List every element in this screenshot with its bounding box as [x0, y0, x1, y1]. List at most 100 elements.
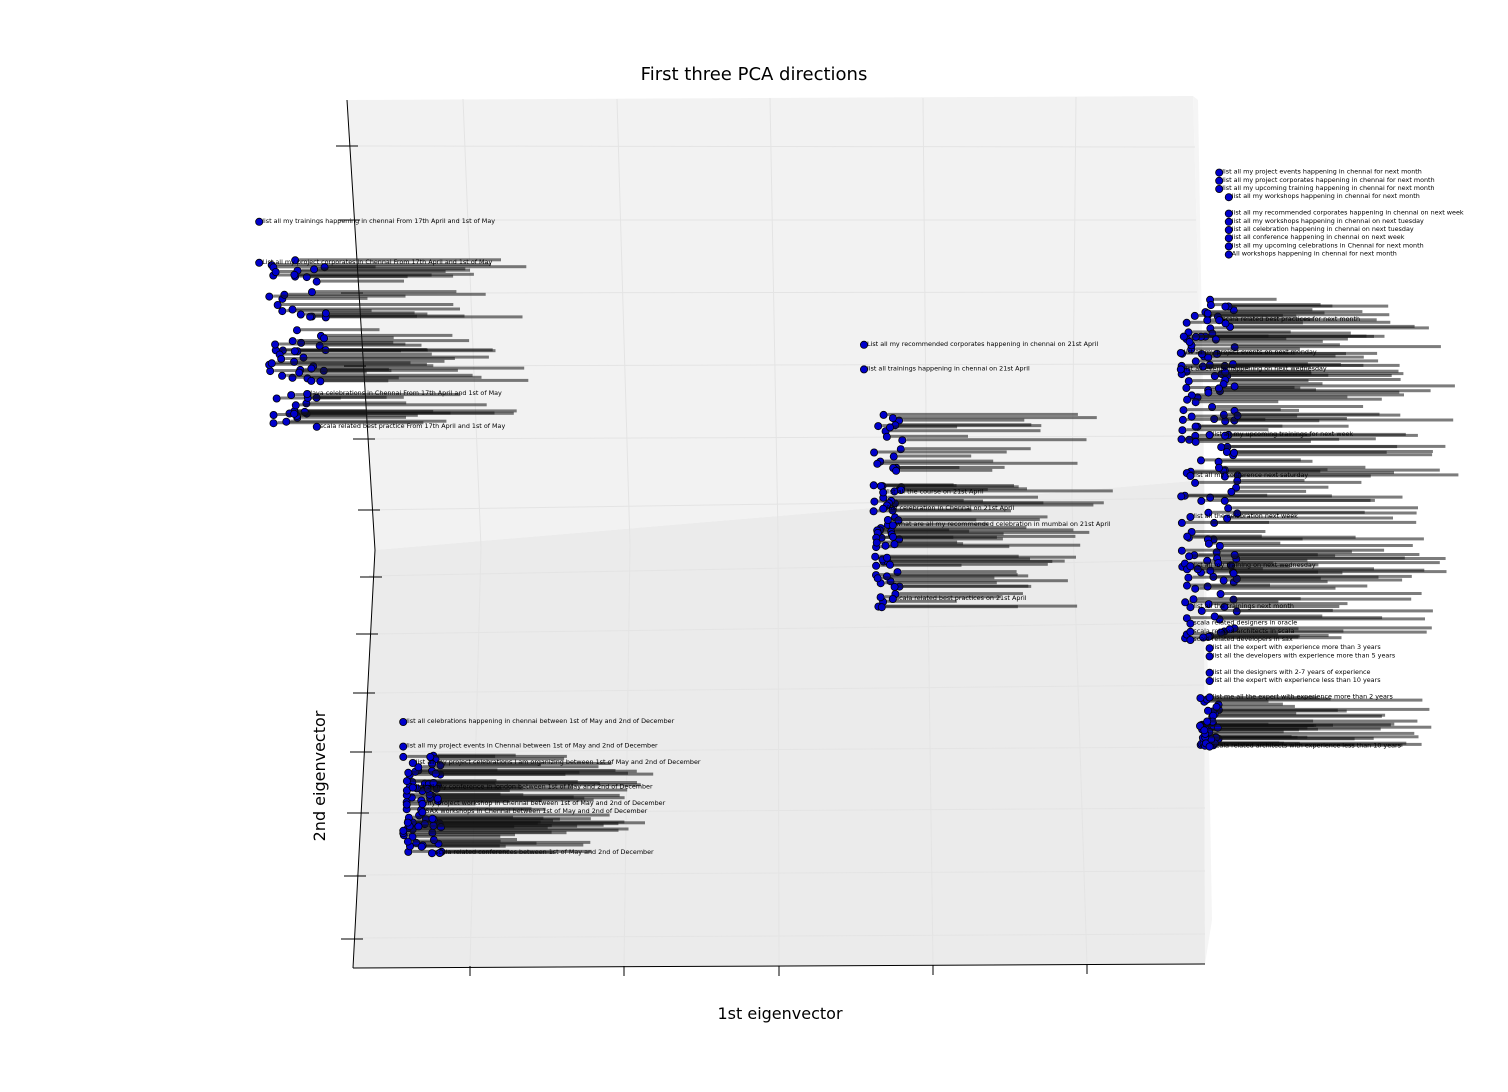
point-label: scala related best practice From 17th Ap…	[320, 422, 506, 430]
cluster-label-mass	[891, 560, 1053, 563]
data-point	[1205, 652, 1214, 661]
point-label: SAX workshops in Chennai between 1st of …	[425, 807, 647, 815]
cluster-label-mass	[1192, 330, 1291, 334]
cluster-point	[295, 368, 304, 377]
cluster-label-mass	[1222, 386, 1301, 390]
cluster-label-mass	[425, 798, 594, 802]
cluster-label-mass	[880, 540, 958, 544]
cluster-label-mass	[299, 403, 487, 407]
point-label: scala related developers in sax	[1193, 635, 1293, 643]
cluster-label-mass	[900, 468, 993, 472]
point-label: list all the expert with experience less…	[1213, 676, 1382, 684]
point-label: list all my upcoming trainings for next …	[1213, 430, 1354, 438]
cluster-label-mass	[298, 411, 514, 415]
cluster-label-mass	[1237, 362, 1308, 366]
cluster-point	[877, 603, 886, 612]
point-label: list all events happening on next wednes…	[1184, 364, 1327, 372]
cluster-label-mass	[279, 342, 406, 346]
data-point	[1224, 242, 1233, 251]
data-point	[1205, 644, 1214, 653]
cluster-label-mass	[899, 515, 1048, 519]
point-label: list all the designers with 2-7 years of…	[1213, 668, 1371, 676]
cluster-label-mass	[903, 537, 1003, 541]
cluster-point	[1196, 694, 1205, 703]
data-point	[1176, 348, 1185, 357]
cluster-label-mass	[316, 290, 457, 294]
cluster-label-mass	[899, 592, 1023, 596]
cluster-point	[883, 553, 892, 562]
cluster-point	[403, 837, 412, 846]
cluster-point	[1191, 437, 1200, 446]
point-label: All workshops happening in chennai for n…	[1232, 250, 1397, 258]
point-label: list all my conference next saturday	[1193, 471, 1308, 479]
cluster-label-mass	[1191, 397, 1382, 401]
cluster-point	[307, 376, 316, 385]
cluster-label-mass	[1199, 439, 1311, 443]
cluster-point	[1178, 426, 1187, 435]
cluster-label-mass	[318, 267, 466, 271]
cluster-point	[886, 560, 895, 569]
cluster-point	[417, 842, 426, 851]
cluster-label-mass	[1227, 468, 1440, 472]
cluster-label-mass	[1238, 408, 1299, 412]
cluster-label-mass	[1227, 412, 1380, 416]
cluster-label-mass	[422, 765, 599, 769]
data-point	[1186, 603, 1195, 612]
point-label: List all my recommended corporates happe…	[867, 340, 1098, 348]
cluster-label-mass	[1212, 355, 1364, 359]
cluster-point	[1183, 395, 1192, 404]
cluster-label-mass	[1209, 741, 1280, 745]
cluster-label-mass	[892, 501, 1104, 505]
cluster-label-mass	[1218, 374, 1392, 377]
cluster-label-mass	[1186, 417, 1266, 421]
point-label: list all the celebration next week	[1193, 512, 1298, 520]
data-point	[1176, 365, 1185, 374]
cluster-point	[1230, 382, 1239, 391]
x-axis-ticks	[469, 964, 1088, 976]
cluster-point	[296, 310, 305, 319]
cluster-label-mass	[1195, 343, 1340, 347]
cluster-point	[269, 410, 278, 419]
point-label: list all the expert with experience more…	[1213, 643, 1382, 651]
cluster-label-mass	[411, 820, 541, 824]
cluster-label-mass	[1217, 713, 1386, 717]
data-point	[1205, 677, 1214, 686]
cluster-label-mass	[410, 779, 497, 783]
data-point	[1186, 619, 1195, 628]
cluster-label-mass	[1228, 605, 1340, 608]
cluster-point	[890, 582, 899, 591]
cluster-label-mass	[296, 307, 460, 311]
cluster-point	[890, 540, 899, 549]
cluster-label-mass	[1233, 627, 1299, 631]
cluster-label-mass	[310, 401, 407, 405]
cluster-label-mass	[897, 454, 972, 458]
cluster-point	[312, 277, 321, 286]
cluster-label-mass	[890, 574, 1029, 578]
cluster-label-mass	[442, 841, 537, 845]
cluster-label-mass	[1212, 708, 1338, 712]
cluster-point	[892, 466, 901, 475]
cluster-label-mass	[885, 484, 1014, 488]
cluster-label-mass	[1213, 730, 1284, 734]
cluster-label-mass	[1231, 516, 1393, 520]
cluster-label-mass	[327, 368, 458, 372]
cluster-label-mass	[1229, 378, 1401, 381]
cluster-point	[1181, 598, 1190, 607]
cluster-label-mass	[895, 532, 1004, 536]
cluster-label-mass	[1237, 571, 1343, 575]
cluster-point	[403, 818, 412, 827]
point-label: list all my upcoming training happening …	[1222, 184, 1434, 192]
point-label: scala related architects in scala	[1193, 627, 1294, 635]
cluster-point	[316, 377, 325, 386]
data-point	[1186, 513, 1195, 522]
x-axis-label: 1st eigenvector	[717, 1004, 842, 1023]
cluster-label-mass	[881, 461, 1078, 465]
cluster-label-mass	[884, 526, 1027, 530]
data-point	[418, 808, 427, 817]
cluster-point	[1182, 383, 1191, 392]
cluster-point	[1217, 443, 1226, 452]
cluster-label-mass	[1219, 337, 1348, 341]
cluster-label-mass	[1221, 556, 1405, 560]
point-label: list all the course on 21st April	[886, 487, 984, 495]
